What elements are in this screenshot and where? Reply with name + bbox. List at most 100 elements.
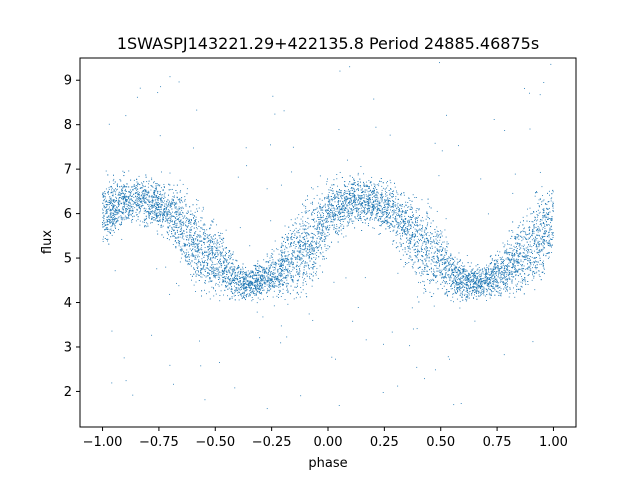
data-point (416, 236, 418, 237)
data-point (296, 271, 297, 273)
data-point (410, 216, 412, 218)
data-point (552, 204, 554, 206)
data-point (359, 211, 361, 213)
data-point (213, 257, 215, 259)
data-point (360, 219, 362, 221)
data-point (321, 237, 323, 239)
data-point (543, 253, 545, 255)
data-point (377, 199, 379, 201)
data-point (294, 229, 295, 231)
data-point (415, 230, 417, 232)
data-point (478, 284, 480, 286)
data-point (240, 284, 242, 286)
data-point (527, 284, 529, 285)
data-point (127, 209, 129, 210)
data-point (452, 269, 454, 271)
data-point (136, 197, 138, 199)
data-point (380, 199, 382, 201)
data-point (321, 223, 323, 225)
data-point (308, 268, 310, 270)
data-point (529, 226, 531, 228)
data-point (522, 248, 524, 250)
data-point (127, 186, 129, 188)
data-point (465, 269, 467, 271)
data-point (121, 212, 123, 214)
data-point (200, 240, 202, 242)
data-point (289, 271, 291, 273)
data-point (113, 229, 114, 231)
data-point (188, 261, 190, 263)
data-point (483, 290, 485, 292)
data-point (132, 201, 134, 203)
data-point (131, 210, 133, 212)
data-point (228, 262, 230, 264)
data-point (421, 269, 423, 271)
data-point (336, 233, 338, 235)
data-point (354, 217, 356, 218)
data-point (308, 244, 310, 246)
data-point (369, 206, 371, 208)
data-point (304, 246, 306, 248)
data-point (155, 186, 157, 188)
data-point (281, 249, 283, 251)
data-point (341, 204, 342, 206)
data-point (218, 285, 220, 287)
data-point (361, 203, 362, 205)
data-point (111, 234, 113, 236)
data-point (171, 202, 173, 204)
data-point (232, 270, 234, 272)
data-point (524, 236, 526, 238)
data-point (300, 253, 302, 255)
data-point (330, 208, 332, 210)
data-point (507, 240, 509, 242)
data-point (520, 259, 522, 261)
data-point (399, 214, 401, 216)
data-point (130, 213, 132, 215)
data-point (374, 203, 376, 205)
data-point (417, 253, 419, 255)
data-point (537, 243, 539, 245)
data-point (102, 226, 104, 228)
data-point (104, 224, 106, 225)
data-point (234, 283, 236, 285)
data-point (109, 206, 110, 208)
data-point (304, 243, 305, 244)
data-point (541, 243, 542, 245)
data-point (222, 280, 224, 282)
data-point (524, 279, 526, 281)
data-point (115, 210, 117, 212)
data-point (450, 253, 452, 255)
data-point (255, 284, 257, 286)
data-point (548, 212, 549, 214)
data-point (175, 210, 177, 212)
data-point (198, 274, 200, 276)
data-point (271, 257, 273, 258)
data-point (146, 211, 148, 213)
data-point (497, 285, 498, 287)
data-point (386, 203, 388, 205)
data-point (454, 276, 456, 278)
data-point (456, 258, 458, 260)
data-point (227, 278, 229, 280)
data-point (153, 182, 154, 184)
data-point (394, 202, 396, 203)
data-point (460, 273, 462, 275)
data-point (532, 267, 534, 269)
data-point (186, 217, 188, 219)
data-point (302, 220, 304, 222)
data-point (352, 204, 354, 206)
data-point (133, 185, 135, 187)
data-point (342, 221, 344, 222)
data-point (295, 286, 297, 288)
data-point (453, 301, 454, 303)
data-point (278, 286, 280, 288)
data-point (222, 255, 224, 257)
data-point (349, 198, 351, 200)
data-point (333, 192, 335, 194)
data-point (446, 243, 448, 245)
data-point (368, 187, 370, 189)
data-point (331, 212, 333, 214)
data-point (179, 216, 181, 218)
data-point (192, 248, 194, 250)
data-point (521, 279, 523, 281)
